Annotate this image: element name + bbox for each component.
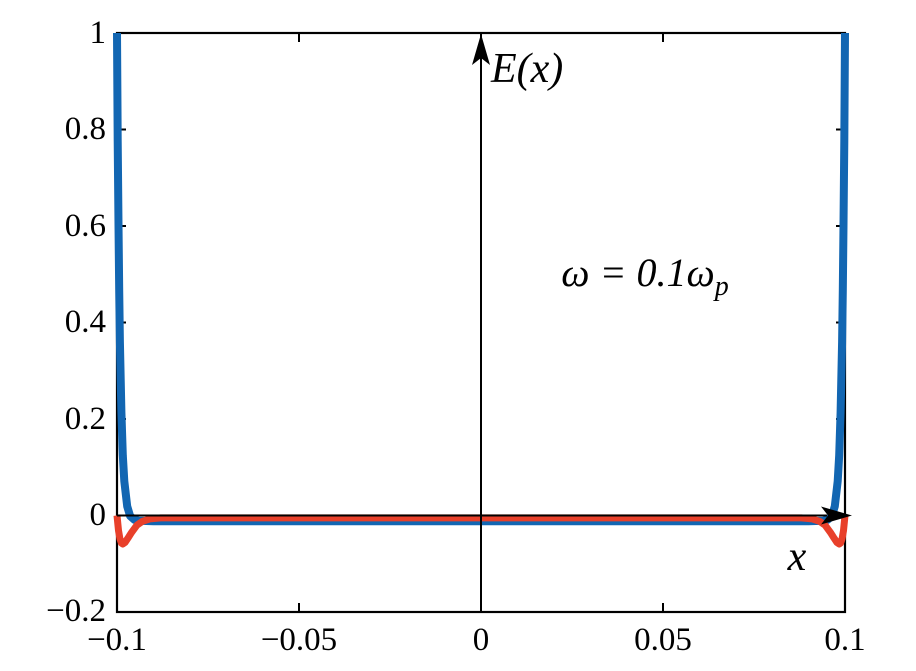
y-tick-label: 1 bbox=[89, 15, 107, 51]
annotation-main: ω = 0.1ω bbox=[561, 250, 715, 295]
x-tick-label: 0.05 bbox=[634, 622, 692, 658]
x-tick-label: −0.1 bbox=[87, 622, 147, 658]
vertical-axis-arrowhead-icon bbox=[472, 34, 490, 65]
y-tick-label: −0.2 bbox=[46, 593, 106, 629]
y-tick-label: 0.8 bbox=[64, 111, 106, 147]
x-tick-label: 0.1 bbox=[824, 622, 866, 658]
annotation-omega: ω = 0.1ωp bbox=[561, 253, 728, 301]
horizontal-axis-arrowhead-icon bbox=[821, 506, 852, 525]
y-axis-label: E(x) bbox=[491, 46, 564, 92]
y-tick-label: 0.6 bbox=[64, 208, 106, 244]
y-tick-label: 0 bbox=[89, 497, 107, 533]
y-tick-label: 0.2 bbox=[64, 401, 106, 437]
annotation-subscript: p bbox=[714, 271, 729, 302]
x-tick-label: −0.05 bbox=[260, 622, 338, 658]
x-axis-label: x bbox=[787, 534, 807, 580]
y-tick-label: 0.4 bbox=[64, 304, 106, 340]
x-tick-label: 0 bbox=[472, 622, 490, 658]
